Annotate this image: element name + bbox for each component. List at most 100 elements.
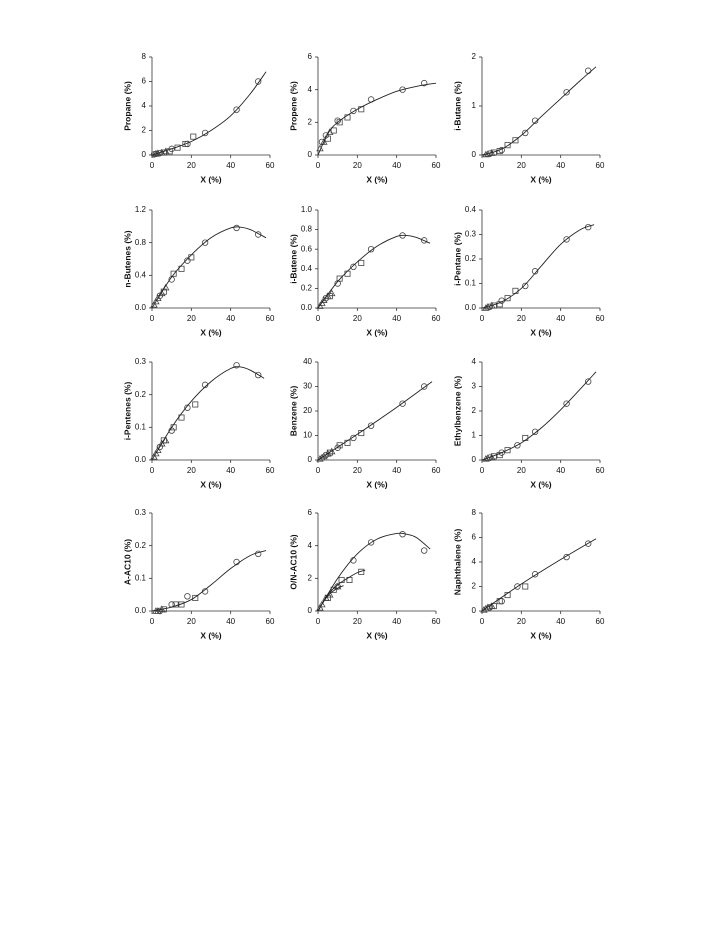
y-tick-label: 0	[308, 150, 313, 159]
point-triangle	[320, 296, 328, 303]
y-tick-label: 0.0	[135, 303, 147, 312]
y-axis-label: Benzene (%)	[288, 386, 298, 437]
point-triangle	[328, 289, 336, 297]
x-tick-label: 20	[517, 314, 526, 323]
x-tick-label: 40	[226, 466, 235, 475]
x-tick-label: 0	[480, 161, 485, 170]
x-tick-label: 60	[432, 314, 441, 323]
y-axis-label: i-Butene (%)	[288, 234, 298, 284]
point-circle	[350, 107, 357, 115]
point-circle	[522, 129, 529, 137]
y-tick-label: 0	[142, 150, 147, 159]
x-axis-label: X (%)	[530, 174, 551, 184]
x-tick-label: 0	[316, 161, 321, 170]
point-circle	[531, 117, 539, 124]
point-square	[512, 287, 519, 294]
y-tick-label: 4	[142, 101, 147, 110]
point-triangle	[162, 436, 170, 444]
x-tick-label: 20	[353, 617, 362, 626]
y-axis-label: i-Butane (%)	[452, 81, 462, 131]
point-circle	[585, 378, 592, 385]
point-triangle	[158, 439, 166, 447]
y-tick-label: 8	[472, 508, 477, 517]
fit-curve	[317, 585, 344, 612]
fit-curve	[481, 224, 595, 309]
y-tick-label: 40	[303, 357, 312, 366]
point-circle	[421, 79, 428, 87]
x-tick-label: 0	[316, 466, 321, 475]
x-tick-label: 40	[556, 617, 565, 626]
x-tick-label: 0	[316, 617, 321, 626]
y-tick-label: 0.2	[135, 541, 147, 550]
point-circle	[421, 383, 428, 390]
point-circle	[399, 531, 406, 538]
point-circle	[563, 400, 570, 407]
y-tick-label: 0.8	[301, 225, 313, 234]
fit-curve	[481, 371, 597, 461]
x-tick-label: 20	[187, 466, 196, 475]
chart-panel: 0.0 0.1 0.2 0.3 0 20 40 60 A-AC10 (%) X (%)	[122, 508, 275, 640]
x-tick-label: 60	[596, 466, 605, 475]
chart-panel: 0.0 0.1 0.2 0.3 0.4 0 20 40 60 i-Pentane (%) X (%)	[452, 205, 605, 337]
y-axis-label: i-Pentane (%)	[452, 232, 462, 286]
point-circle	[184, 404, 191, 411]
x-tick-label: 40	[556, 161, 565, 170]
y-tick-label: 0.0	[301, 303, 313, 312]
point-circle	[255, 78, 262, 85]
y-tick-label: 6	[308, 52, 313, 61]
point-circle	[522, 282, 529, 290]
point-square	[344, 270, 351, 277]
point-circle	[531, 428, 539, 436]
x-tick-label: 0	[480, 617, 485, 626]
y-tick-label: 20	[303, 406, 312, 415]
point-square	[358, 259, 365, 266]
chart-panel: 0 10 20 30 40 0 20 40 60 Benzene (%) X (%)	[288, 357, 441, 489]
point-circle	[399, 86, 406, 93]
x-tick-label: 60	[596, 314, 605, 323]
fit-curve	[317, 82, 437, 156]
point-square	[330, 127, 337, 134]
point-circle	[421, 237, 428, 244]
point-triangle	[316, 603, 324, 611]
y-tick-label: 0.4	[301, 264, 313, 273]
x-tick-label: 20	[187, 314, 196, 323]
y-axis-label: i-Pentenes (%)	[122, 382, 132, 441]
x-axis-label: X (%)	[200, 174, 221, 184]
y-tick-label: 1	[472, 431, 477, 440]
point-circle	[563, 89, 570, 96]
point-square	[504, 295, 511, 302]
point-triangle	[482, 604, 490, 612]
point-circle	[514, 583, 521, 590]
point-triangle	[152, 297, 160, 305]
x-tick-label: 60	[266, 466, 275, 475]
y-axis-label: Ethylbenzene (%)	[452, 376, 462, 447]
point-square	[170, 270, 177, 277]
point-circle	[514, 442, 521, 449]
point-circle	[334, 280, 341, 287]
y-tick-label: 0.3	[135, 508, 147, 517]
y-tick-label: 6	[308, 508, 313, 517]
y-tick-label: 30	[303, 382, 312, 391]
fit-curve	[317, 234, 431, 309]
x-tick-label: 0	[480, 466, 485, 475]
point-circle	[255, 231, 262, 238]
y-axis-label: Naphthalene (%)	[452, 529, 462, 596]
point-square	[172, 601, 179, 608]
x-tick-label: 0	[150, 314, 155, 323]
y-tick-label: 0	[472, 455, 477, 464]
fit-curve	[151, 71, 267, 156]
point-square	[336, 442, 343, 449]
x-tick-label: 60	[266, 617, 275, 626]
point-square	[190, 133, 197, 140]
y-tick-label: 4	[472, 557, 477, 566]
y-tick-label: 0	[472, 150, 477, 159]
chart-panel: 0 2 4 6 8 0 20 40 60 Naphthalene (%) X (%)	[452, 508, 605, 640]
y-tick-label: 0.2	[135, 390, 147, 399]
fit-curve	[481, 66, 597, 156]
x-tick-label: 20	[517, 161, 526, 170]
point-square	[522, 583, 529, 590]
point-triangle	[322, 594, 330, 601]
point-triangle	[320, 138, 328, 145]
y-tick-label: 1	[472, 101, 477, 110]
